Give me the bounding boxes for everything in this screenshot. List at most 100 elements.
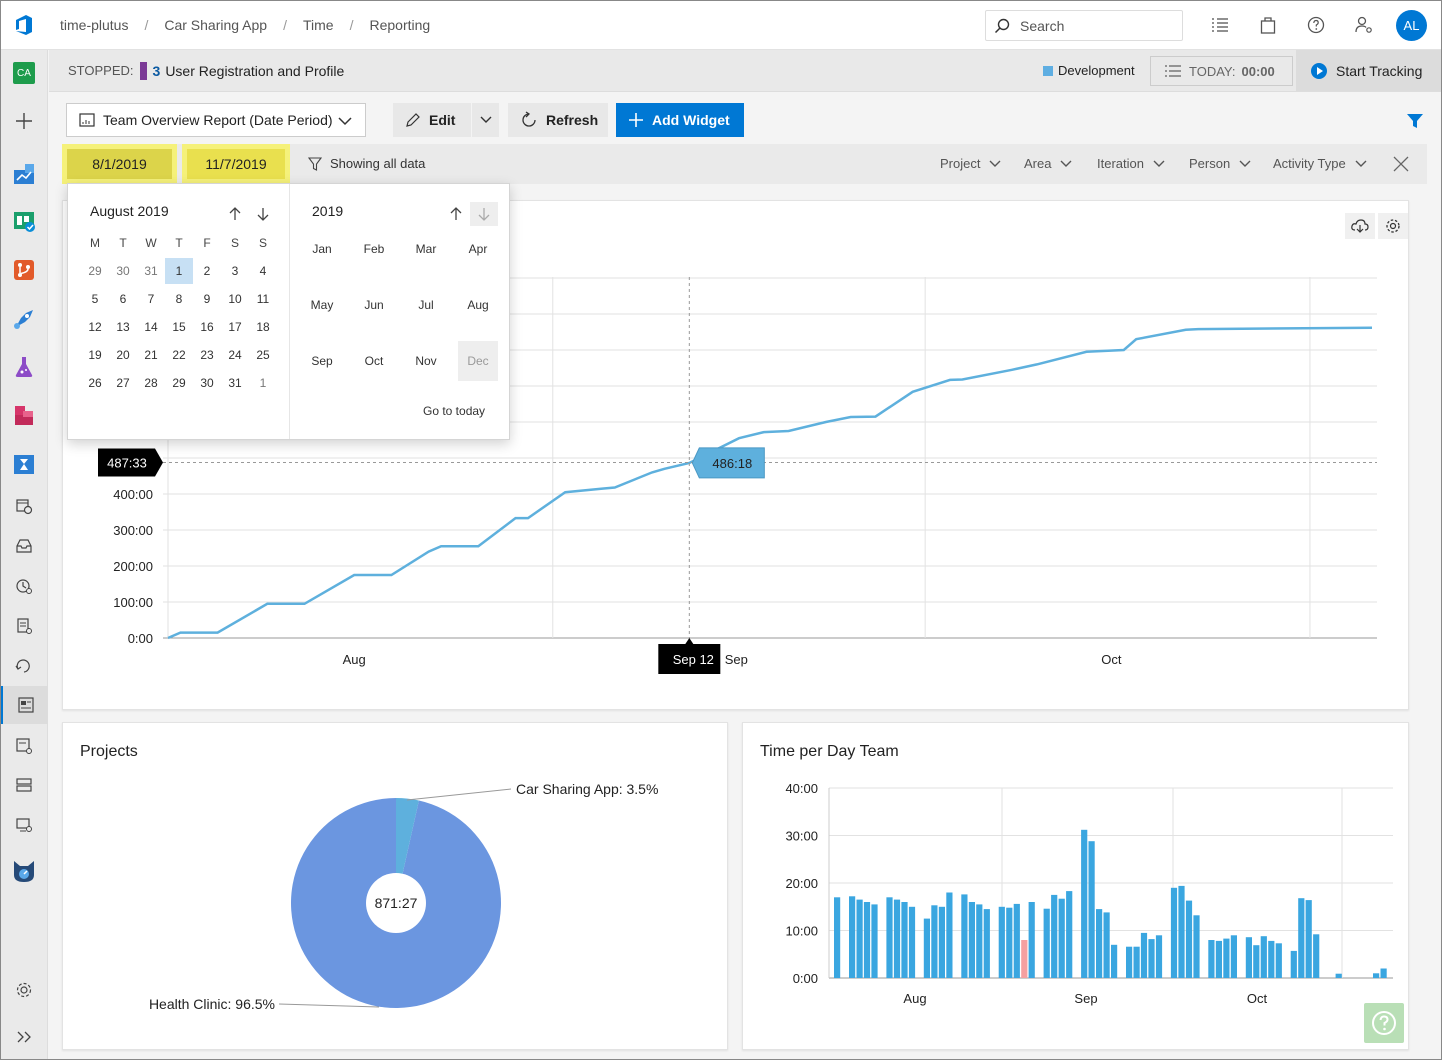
filter-person[interactable]: Person [1189, 156, 1252, 171]
end-date-picker[interactable]: 11/7/2019 [182, 144, 290, 184]
calendar-day[interactable]: 17 [228, 320, 242, 334]
bar[interactable] [938, 906, 945, 979]
calendar-day[interactable]: 10 [228, 292, 242, 306]
filter-project[interactable]: Project [940, 156, 1002, 171]
year-title[interactable]: 2019 [312, 203, 344, 219]
calendar-day[interactable]: 29 [172, 376, 186, 390]
calendar-day[interactable]: 9 [203, 292, 211, 306]
settings-gear-icon[interactable] [0, 971, 48, 1009]
bar[interactable] [901, 902, 908, 978]
bar[interactable] [1103, 912, 1110, 978]
bar[interactable] [1140, 932, 1148, 978]
bar[interactable] [1148, 939, 1155, 978]
bar[interactable] [961, 894, 968, 978]
floating-help-button[interactable] [1364, 1003, 1404, 1043]
bar[interactable] [863, 902, 871, 978]
breadcrumb-time[interactable]: Time [302, 16, 334, 33]
bar[interactable] [1111, 944, 1118, 979]
next-month-arrow-down-icon[interactable] [249, 202, 277, 226]
test-plans-icon[interactable] [0, 348, 48, 386]
bar[interactable] [1066, 891, 1073, 978]
widget-settings-icon[interactable] [1378, 213, 1408, 239]
calendar-day[interactable]: 20 [116, 348, 130, 362]
calendar-day[interactable]: 31 [144, 264, 158, 278]
help-icon[interactable] [1306, 15, 1326, 35]
calendar-day[interactable]: 22 [172, 348, 186, 362]
calendar-day[interactable]: 21 [144, 348, 158, 362]
filter-iteration[interactable]: Iteration [1097, 156, 1166, 171]
expand-nav-icon[interactable] [0, 1018, 48, 1056]
search-input[interactable]: Search [985, 10, 1183, 41]
calendar-day[interactable]: 14 [144, 320, 158, 334]
bar[interactable] [1051, 894, 1058, 978]
bar[interactable] [1006, 907, 1013, 978]
calendar-month[interactable]: Nov [415, 354, 437, 368]
work-item-title[interactable]: User Registration and Profile [165, 62, 345, 79]
filter-funnel-icon[interactable] [1406, 112, 1424, 130]
bar[interactable] [998, 906, 1005, 979]
bar[interactable] [1305, 900, 1312, 978]
calendar-day[interactable]: 19 [88, 348, 102, 362]
bar[interactable] [1170, 887, 1178, 979]
bar[interactable] [849, 896, 856, 978]
report-settings-icon[interactable] [0, 727, 48, 765]
refresh-button[interactable]: Refresh [508, 103, 608, 137]
bar[interactable] [1043, 908, 1050, 978]
bar[interactable] [1290, 950, 1297, 978]
add-widget-button[interactable]: Add Widget [616, 103, 744, 137]
inbox-icon[interactable] [0, 527, 48, 565]
bar[interactable] [1215, 940, 1222, 978]
calendar-day[interactable]: 13 [116, 320, 130, 334]
timesheet-icon[interactable] [0, 607, 48, 645]
bar[interactable] [923, 918, 930, 978]
calendar-month[interactable]: Apr [468, 242, 488, 256]
bar[interactable] [1021, 940, 1028, 978]
bar[interactable] [1298, 898, 1305, 978]
bar[interactable] [871, 904, 878, 978]
bar[interactable] [1013, 903, 1020, 978]
calendar-month[interactable]: Mar [415, 242, 437, 256]
calendar-clock-icon[interactable] [0, 487, 48, 525]
calendar-day[interactable]: 2 [203, 264, 211, 278]
calendar-month[interactable]: Sep [311, 354, 333, 368]
calendar-day[interactable]: 15 [172, 320, 186, 334]
checklist-icon[interactable] [1210, 15, 1230, 35]
calendar-day[interactable]: 30 [116, 264, 130, 278]
bar[interactable] [1268, 940, 1275, 978]
activity-tag[interactable]: Development [1043, 63, 1135, 78]
bar[interactable] [1313, 934, 1320, 978]
bar[interactable] [931, 905, 938, 978]
bar[interactable] [1178, 885, 1185, 978]
today-total[interactable]: TODAY: 00:00 [1150, 56, 1293, 86]
start-date-picker[interactable]: 8/1/2019 [62, 144, 177, 184]
calendar-day[interactable]: 7 [147, 292, 155, 306]
calendar-day[interactable]: 1 [259, 376, 267, 390]
bar[interactable] [886, 897, 893, 979]
bar[interactable] [1208, 940, 1215, 978]
user-settings-icon[interactable] [1354, 15, 1374, 35]
calendar-day[interactable]: 30 [200, 376, 214, 390]
bar[interactable] [1126, 946, 1133, 978]
monitor-icon[interactable] [0, 806, 48, 844]
calendar-day[interactable]: 16 [200, 320, 214, 334]
bar[interactable] [1230, 935, 1237, 979]
bar[interactable] [1133, 946, 1140, 978]
bar[interactable] [893, 899, 901, 978]
bar[interactable] [1335, 973, 1342, 978]
download-icon[interactable] [1345, 213, 1375, 239]
bar[interactable] [1058, 898, 1065, 978]
reporting-icon[interactable] [0, 686, 48, 724]
calendar-day[interactable]: 31 [228, 376, 242, 390]
calendar-month[interactable]: Jan [312, 242, 332, 256]
server-icon[interactable] [0, 766, 48, 804]
calendar-day[interactable]: 23 [200, 348, 214, 362]
repos-icon[interactable] [0, 251, 48, 289]
calendar-day[interactable]: 27 [116, 376, 130, 390]
edit-dropdown-button[interactable] [471, 103, 499, 137]
calendar-month[interactable]: Aug [467, 298, 489, 312]
go-to-today-link[interactable]: Go to today [423, 404, 486, 418]
calendar-month[interactable]: Oct [364, 354, 384, 368]
bar[interactable] [1275, 943, 1282, 978]
clear-filters-icon[interactable] [1393, 156, 1409, 172]
bar[interactable] [908, 906, 916, 979]
